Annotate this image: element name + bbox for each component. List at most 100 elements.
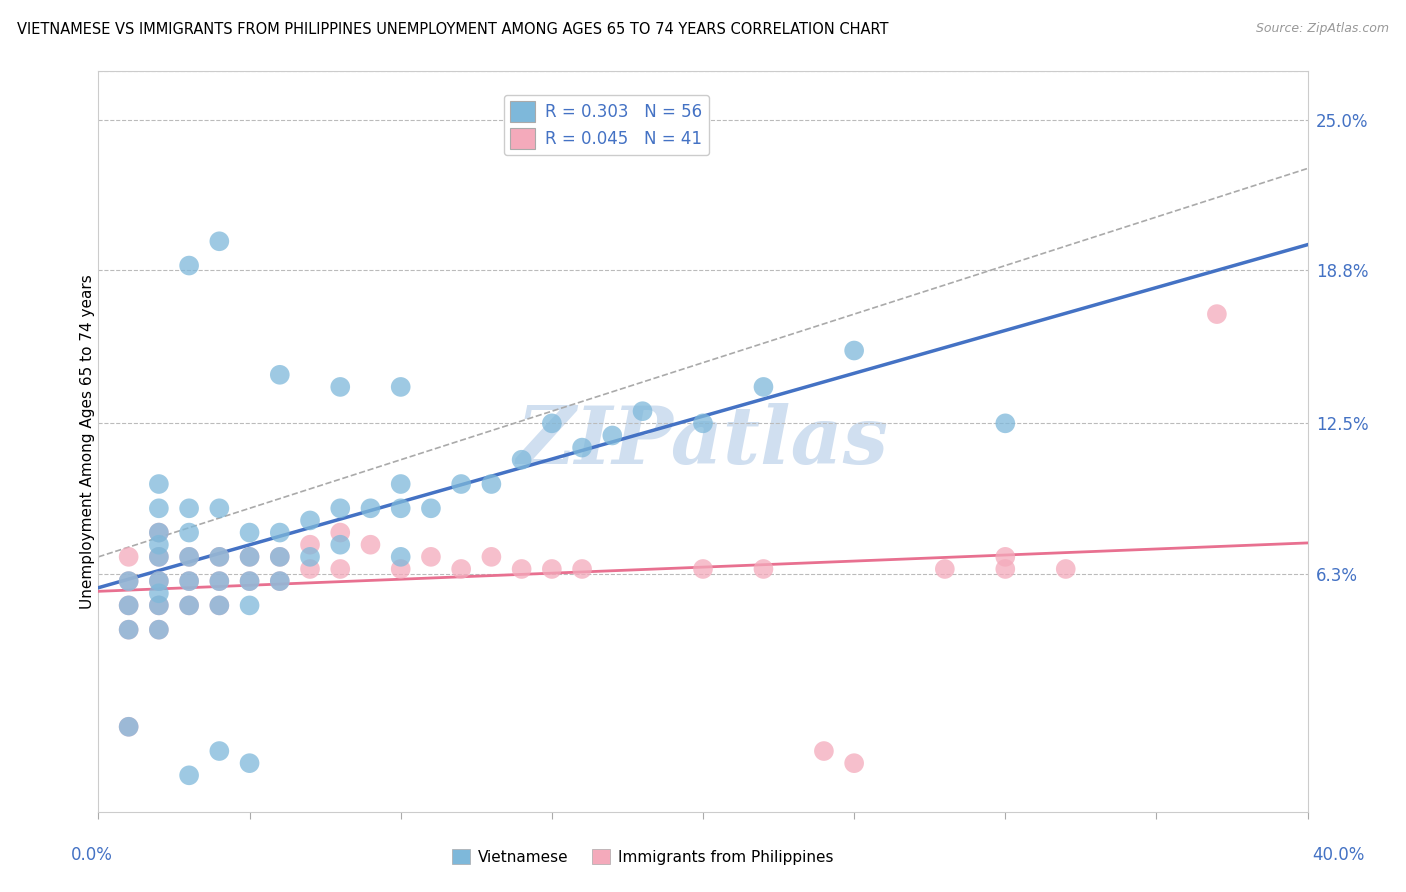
Point [179,525,201,540]
Point [389,501,412,516]
Point [602,428,624,442]
Point [208,234,231,248]
Point [269,574,291,588]
Point [239,549,262,564]
Point [148,574,170,588]
Point [148,599,170,613]
Point [299,549,322,564]
Point [269,574,291,588]
Point [269,549,291,564]
Legend: R = 0.303   N = 56, R = 0.045   N = 41: R = 0.303 N = 56, R = 0.045 N = 41 [503,95,709,155]
Point [420,501,443,516]
Point [179,574,201,588]
Point [934,562,956,576]
Text: 40.0%: 40.0% [1312,846,1365,863]
Point [329,380,352,394]
Point [329,538,352,552]
Point [389,477,412,491]
Text: ZIPatlas: ZIPatlas [517,403,889,480]
Text: VIETNAMESE VS IMMIGRANTS FROM PHILIPPINES UNEMPLOYMENT AMONG AGES 65 TO 74 YEARS: VIETNAMESE VS IMMIGRANTS FROM PHILIPPINE… [17,22,889,37]
Point [329,525,352,540]
Point [540,562,562,576]
Point [269,549,291,564]
Point [510,562,533,576]
Point [1206,307,1229,321]
Text: 0.0%: 0.0% [70,846,112,863]
Point [148,525,170,540]
Point [179,549,201,564]
Point [208,574,231,588]
Point [118,720,141,734]
Point [994,562,1017,576]
Point [420,549,443,564]
Point [389,380,412,394]
Point [450,477,472,491]
Point [692,417,714,431]
Y-axis label: Unemployment Among Ages 65 to 74 years: Unemployment Among Ages 65 to 74 years [80,274,94,609]
Point [208,549,231,564]
Point [179,768,201,782]
Point [148,549,170,564]
Point [239,599,262,613]
Point [179,599,201,613]
Point [239,574,262,588]
Point [994,417,1017,431]
Point [208,599,231,613]
Point [208,549,231,564]
Point [692,562,714,576]
Point [148,549,170,564]
Point [994,549,1017,564]
Point [118,549,141,564]
Point [239,525,262,540]
Point [631,404,654,418]
Point [299,562,322,576]
Point [269,368,291,382]
Point [239,549,262,564]
Point [299,538,322,552]
Point [179,574,201,588]
Point [118,599,141,613]
Point [179,259,201,273]
Point [208,574,231,588]
Point [118,623,141,637]
Point [239,756,262,771]
Point [148,623,170,637]
Point [510,452,533,467]
Point [208,599,231,613]
Point [752,380,775,394]
Point [148,574,170,588]
Point [148,599,170,613]
Point [481,477,503,491]
Point [118,623,141,637]
Point [329,501,352,516]
Point [360,538,382,552]
Point [752,562,775,576]
Point [239,574,262,588]
Point [118,574,141,588]
Point [148,538,170,552]
Point [118,599,141,613]
Point [540,417,562,431]
Point [148,623,170,637]
Point [813,744,835,758]
Point [179,549,201,564]
Point [208,501,231,516]
Point [844,756,866,771]
Point [269,525,291,540]
Point [118,720,141,734]
Point [571,562,593,576]
Point [179,501,201,516]
Point [481,549,503,564]
Point [389,549,412,564]
Text: Source: ZipAtlas.com: Source: ZipAtlas.com [1256,22,1389,36]
Point [450,562,472,576]
Point [148,586,170,600]
Point [1054,562,1077,576]
Point [148,501,170,516]
Point [148,525,170,540]
Point [208,744,231,758]
Point [571,441,593,455]
Point [148,477,170,491]
Point [118,574,141,588]
Point [844,343,866,358]
